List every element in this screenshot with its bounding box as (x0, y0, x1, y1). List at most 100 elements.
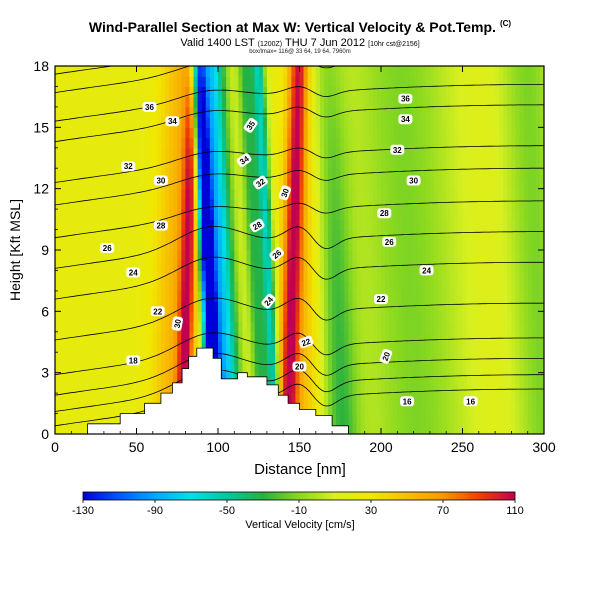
field-cell (67, 219, 72, 231)
field-cell (103, 219, 109, 231)
field-cell (103, 117, 109, 128)
isentrope-14 (55, 383, 544, 427)
field-cell (266, 219, 272, 231)
field-cell (470, 362, 476, 374)
field-cell (364, 168, 370, 180)
field-cell (275, 158, 280, 169)
field-cell (266, 178, 272, 190)
field-cell (393, 96, 398, 108)
field-cell (185, 188, 191, 200)
field-cell (222, 352, 227, 364)
field-cell (246, 239, 252, 251)
field-cell (205, 76, 211, 88)
field-cell (352, 188, 358, 200)
field-cell (291, 260, 297, 272)
field-cell (462, 362, 468, 374)
field-cell (177, 362, 182, 374)
field-cell (368, 413, 374, 425)
field-cell (63, 342, 68, 353)
field-cell (165, 76, 170, 88)
field-cell (470, 352, 476, 364)
field-cell (250, 239, 256, 251)
field-cell (433, 342, 439, 353)
field-cell (71, 280, 76, 292)
field-cell (83, 250, 89, 261)
field-cell (218, 158, 223, 169)
field-cell (539, 403, 544, 415)
field-cell (160, 362, 166, 374)
field-cell (205, 198, 211, 210)
field-cell (160, 342, 166, 353)
field-cell (511, 158, 517, 169)
field-cell (99, 158, 105, 169)
isentrope-36 (55, 84, 544, 122)
field-cell (55, 382, 60, 394)
field-cell (495, 393, 500, 404)
field-cell (112, 280, 117, 292)
field-cell (103, 301, 109, 312)
field-cell (59, 362, 64, 374)
field-cell (107, 96, 113, 108)
field-cell (433, 311, 439, 323)
field-cell (299, 127, 305, 139)
field-cell (364, 117, 370, 128)
field-cell (75, 352, 81, 364)
field-cell (165, 188, 170, 200)
field-cell (491, 117, 496, 128)
field-cell (466, 66, 472, 77)
field-cell (156, 158, 162, 169)
field-cell (507, 158, 512, 169)
field-cell (495, 168, 500, 180)
field-cell (421, 382, 427, 394)
field-cell (95, 86, 101, 98)
field-cell (254, 239, 260, 251)
field-cell (328, 66, 333, 77)
contour-label: 32 (121, 161, 136, 172)
field-cell (332, 219, 337, 231)
field-cell (323, 362, 329, 374)
field-cell (539, 321, 544, 333)
field-cell (368, 127, 374, 139)
field-cell (323, 209, 329, 220)
field-cell (124, 229, 129, 241)
field-cell (393, 106, 398, 118)
field-cell (442, 372, 447, 384)
field-cell (246, 188, 252, 200)
field-cell (499, 321, 504, 333)
field-cell (486, 239, 492, 251)
field-cell (531, 188, 537, 200)
field-cell (336, 147, 341, 159)
field-cell (124, 117, 129, 128)
field-cell (466, 423, 472, 434)
field-cell (393, 290, 398, 302)
field-cell (287, 260, 292, 272)
field-cell (315, 229, 321, 241)
field-cell (67, 147, 72, 159)
field-cell (63, 127, 68, 139)
field-cell (531, 178, 537, 190)
field-cell (279, 301, 284, 312)
field-cell (372, 147, 378, 159)
field-cell (193, 117, 199, 128)
field-cell (478, 382, 484, 394)
field-cell (515, 413, 521, 425)
field-cell (103, 393, 109, 404)
field-cell (95, 382, 101, 394)
field-cell (222, 147, 227, 159)
field-cell (491, 280, 496, 292)
contour-label-text: 36 (401, 95, 410, 104)
field-cell (87, 342, 93, 353)
field-cell (79, 342, 85, 353)
field-cell (344, 127, 349, 139)
field-cell (250, 260, 256, 272)
field-cell (376, 106, 382, 118)
field-cell (160, 117, 166, 128)
field-cell (356, 219, 362, 231)
field-cell (266, 66, 272, 77)
field-cell (128, 321, 134, 333)
field-cell (222, 280, 227, 292)
field-cell (515, 158, 521, 169)
field-cell (181, 280, 186, 292)
field-cell (270, 209, 276, 220)
field-cell (429, 382, 435, 394)
